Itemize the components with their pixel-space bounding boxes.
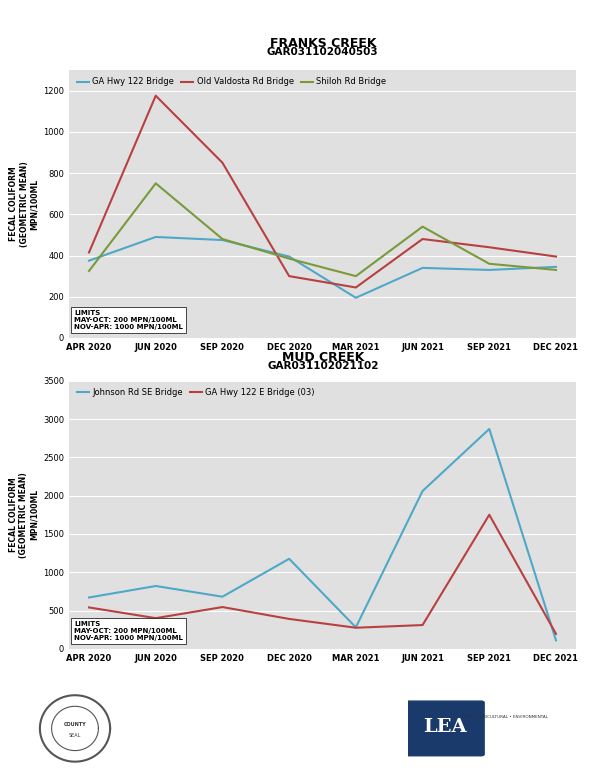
Legend: Johnson Rd SE Bridge, GA Hwy 122 E Bridge (03): Johnson Rd SE Bridge, GA Hwy 122 E Bridg… xyxy=(73,385,318,401)
Text: LIMITS
MAY-OCT: 200 MPN/100ML
NOV-APR: 1000 MPN/100ML: LIMITS MAY-OCT: 200 MPN/100ML NOV-APR: 1… xyxy=(74,310,183,330)
Legend: GA Hwy 122 Bridge, Old Valdosta Rd Bridge, Shiloh Rd Bridge: GA Hwy 122 Bridge, Old Valdosta Rd Bridg… xyxy=(73,74,390,90)
Text: COUNTY: COUNTY xyxy=(64,723,86,727)
Text: LEA: LEA xyxy=(422,718,466,736)
FancyBboxPatch shape xyxy=(405,701,484,756)
Text: CIVIL • AGRICULTURAL • ENVIRONMENTAL: CIVIL • AGRICULTURAL • ENVIRONMENTAL xyxy=(462,716,548,720)
Y-axis label: FECAL COLIFORM
(GEOMETRIC MEAN)
MPN/100ML: FECAL COLIFORM (GEOMETRIC MEAN) MPN/100M… xyxy=(9,472,39,558)
Text: MUD CREEK: MUD CREEK xyxy=(281,351,364,364)
Text: GAR031102040503: GAR031102040503 xyxy=(267,47,379,57)
Text: LIMITS
MAY-OCT: 200 MPN/100ML
NOV-APR: 1000 MPN/100ML: LIMITS MAY-OCT: 200 MPN/100ML NOV-APR: 1… xyxy=(74,621,183,641)
Text: GAR031102021102: GAR031102021102 xyxy=(267,361,379,371)
Text: FRANKS CREEK: FRANKS CREEK xyxy=(269,37,376,51)
Y-axis label: FECAL COLIFORM
(GEOMETRIC MEAN)
MPN/100ML: FECAL COLIFORM (GEOMETRIC MEAN) MPN/100M… xyxy=(9,161,39,247)
Text: SEAL: SEAL xyxy=(69,733,81,738)
